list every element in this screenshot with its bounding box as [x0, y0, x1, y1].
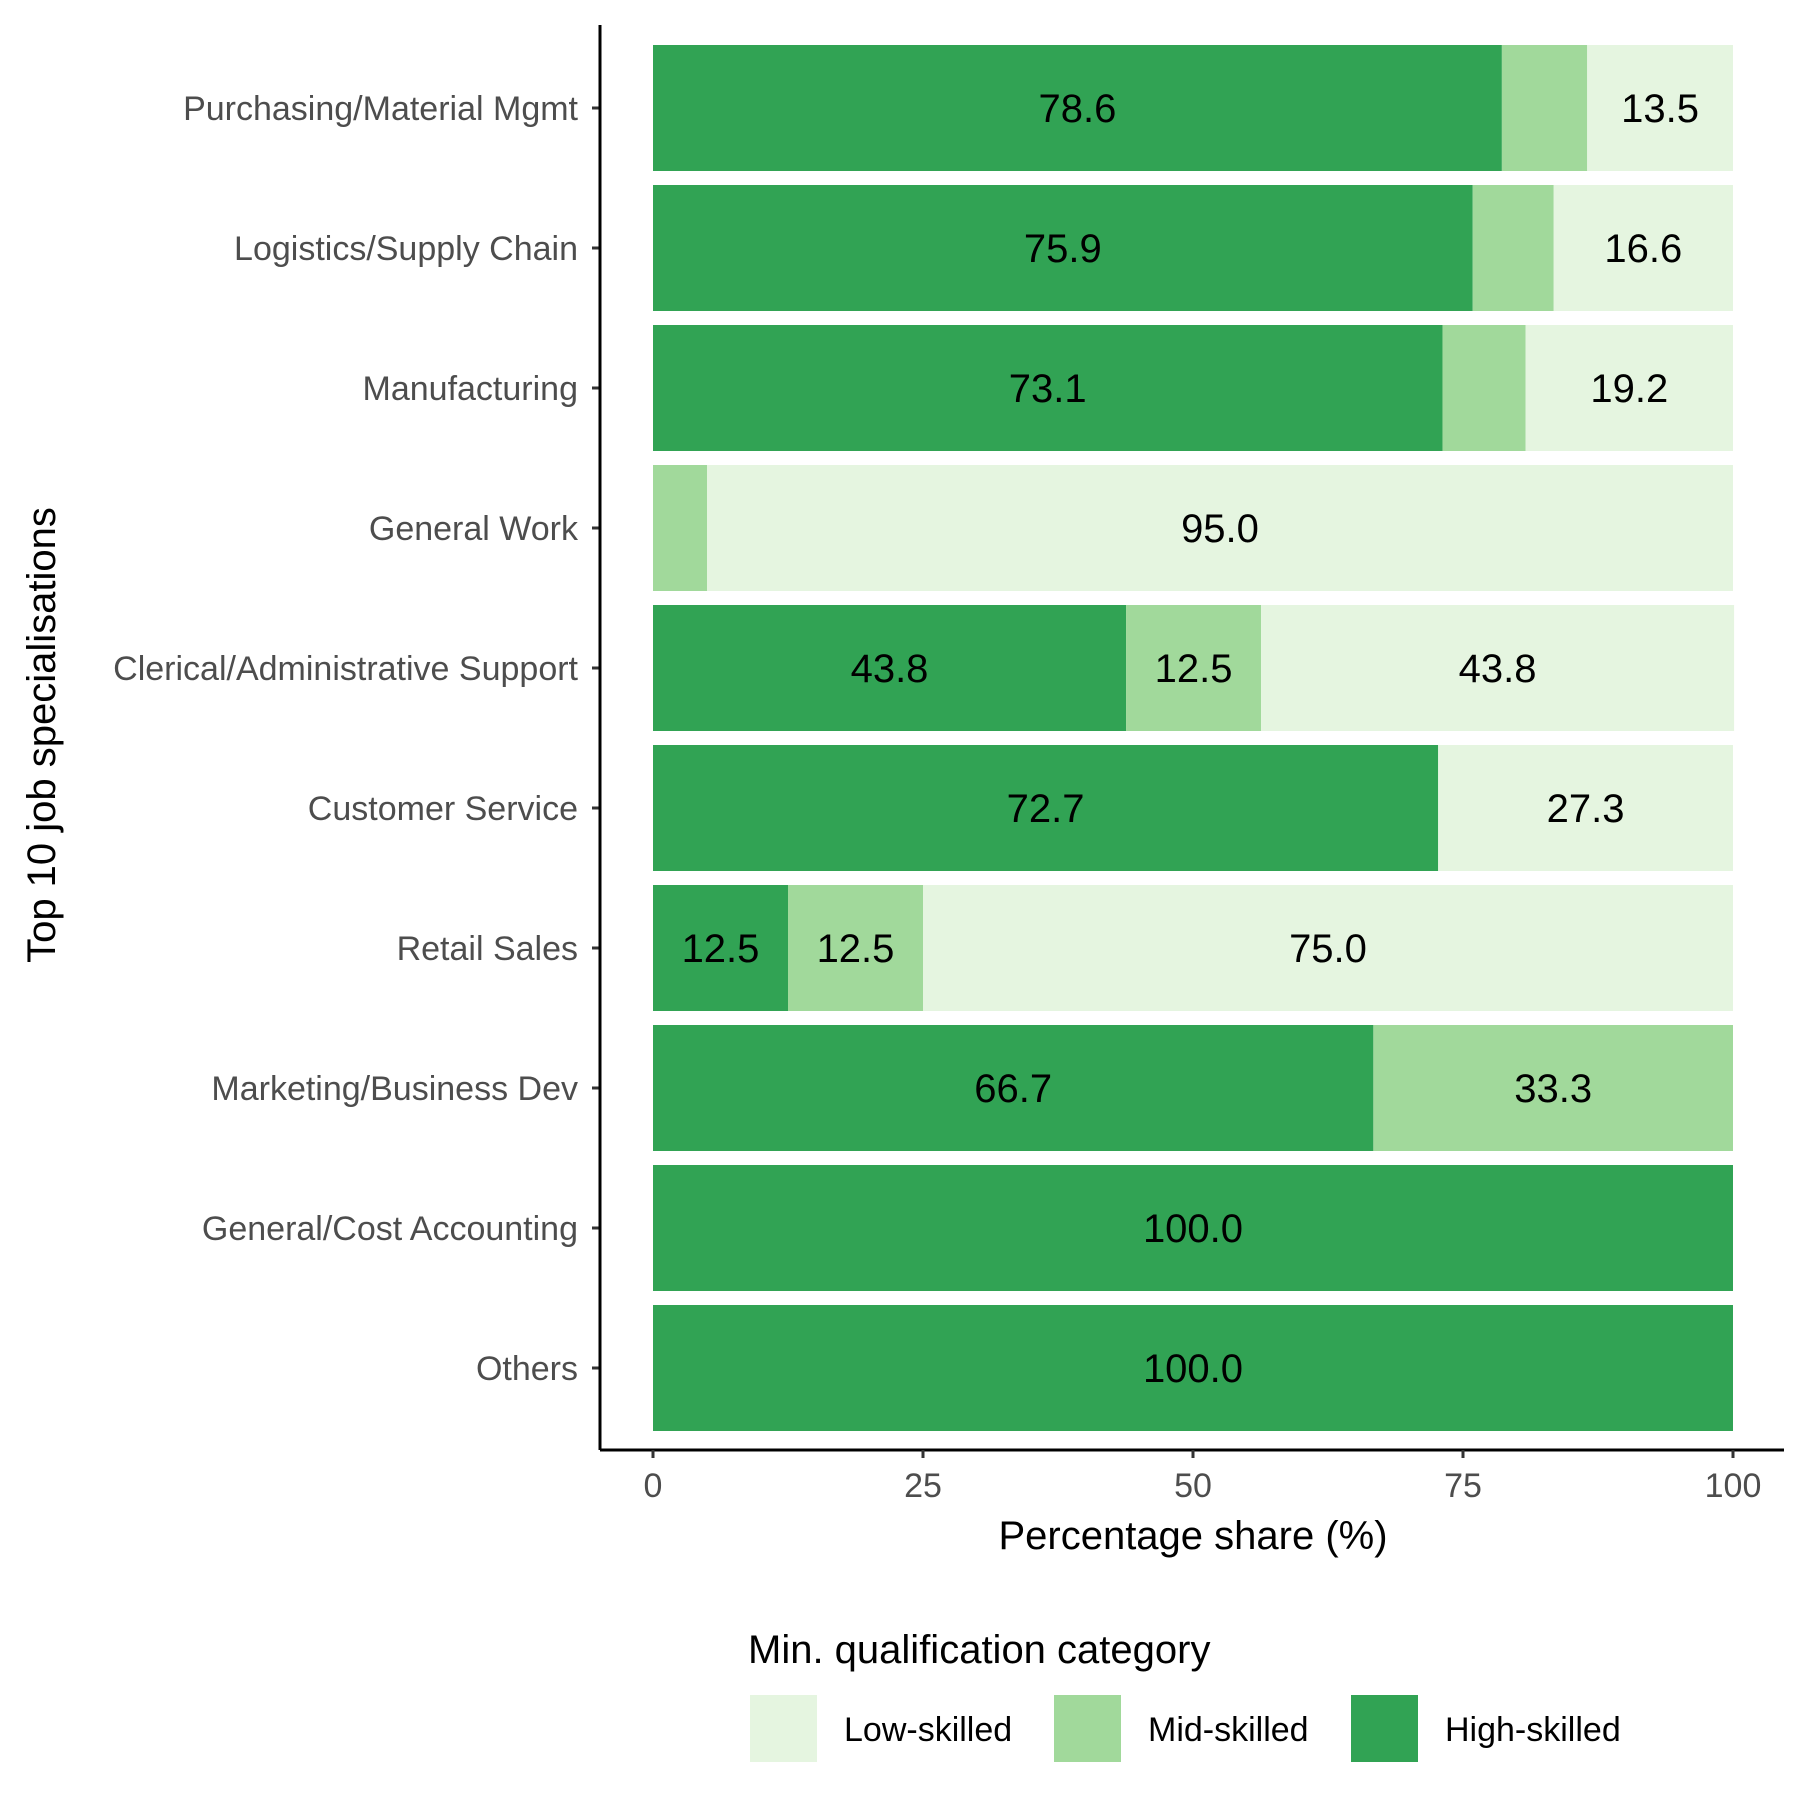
bar-label-mid-skilled-clerical-administrative-support: 12.5: [1155, 647, 1233, 691]
bar-label-mid-skilled-retail-sales: 12.5: [817, 927, 895, 971]
y-axis: Purchasing/Material Mgmt Logistics/Supply…: [113, 25, 602, 1450]
bar-label-low-skilled-manufacturing: 19.2: [1590, 367, 1668, 411]
bar-high-skilled-manufacturing: [653, 325, 1443, 451]
bar-label-high-skilled-manufacturing: 73.1: [1009, 367, 1087, 411]
bar-label-high-skilled-customer-service: 72.7: [1007, 787, 1085, 831]
legend-label-low-skilled: Low-skilled: [844, 1711, 1012, 1749]
bar-labels-layer: 78.6 13.5 75.9 16.6 73.1 19.2 95.0 43.8 12.5 43.8…: [682, 87, 1699, 1391]
bar-label-high-skilled-clerical-administrative-support: 43.8: [851, 647, 929, 691]
bar-label-low-skilled-customer-service: 27.3: [1547, 787, 1625, 831]
y-tick-label-clerical-administrative-support: Clerical/Administrative Support: [113, 650, 578, 688]
x-tick-label-100: 100: [1705, 1467, 1762, 1505]
bar-label-high-skilled-logistics-supply-chain: 75.9: [1024, 227, 1102, 271]
legend-key-mid-skilled: [1054, 1695, 1121, 1762]
bar-low-skilled-general-work: [707, 465, 1733, 591]
x-axis: 0 25 50 75 100: [600, 1448, 1784, 1505]
bar-mid-skilled-general-work: [653, 465, 707, 591]
y-tick-label-purchasing-material-mgmt: Purchasing/Material Mgmt: [183, 90, 578, 128]
x-tick-label-25: 25: [904, 1467, 942, 1505]
bar-label-low-skilled-retail-sales: 75.0: [1289, 927, 1367, 971]
legend-label-high-skilled: High-skilled: [1445, 1711, 1621, 1749]
legend-items: Low-skilled Mid-skilled High-skilled: [750, 1695, 1621, 1762]
y-tick-label-general-work: General Work: [369, 510, 579, 548]
y-tick-label-logistics-supply-chain: Logistics/Supply Chain: [234, 230, 578, 268]
bar-high-skilled-marketing-business-dev: [653, 1025, 1374, 1151]
bar-label-high-skilled-retail-sales: 12.5: [682, 927, 760, 971]
y-tick-label-marketing-business-dev: Marketing/Business Dev: [211, 1070, 578, 1108]
legend-title: Min. qualification category: [748, 1628, 1210, 1672]
bar-label-low-skilled-purchasing-material-mgmt: 13.5: [1621, 87, 1699, 131]
bar-low-skilled-manufacturing: [1525, 325, 1733, 451]
y-tick-label-general-cost-accounting: General/Cost Accounting: [202, 1210, 578, 1248]
bar-low-skilled-clerical-administrative-support: [1261, 605, 1735, 731]
bar-label-mid-skilled-marketing-business-dev: 33.3: [1514, 1067, 1592, 1111]
bar-low-skilled-purchasing-material-mgmt: [1587, 45, 1733, 171]
bar-label-high-skilled-purchasing-material-mgmt: 78.6: [1039, 87, 1117, 131]
bar-label-low-skilled-logistics-supply-chain: 16.6: [1604, 227, 1682, 271]
bar-low-skilled-retail-sales: [923, 885, 1733, 1011]
x-tick-label-0: 0: [644, 1467, 663, 1505]
legend-label-mid-skilled: Mid-skilled: [1148, 1711, 1309, 1749]
y-tick-label-customer-service: Customer Service: [308, 790, 578, 828]
bar-high-skilled-purchasing-material-mgmt: [653, 45, 1502, 171]
bar-label-low-skilled-clerical-administrative-support: 43.8: [1459, 647, 1537, 691]
bar-mid-skilled-manufacturing: [1442, 325, 1526, 451]
legend-key-low-skilled: [750, 1695, 817, 1762]
bar-mid-skilled-clerical-administrative-support: [1126, 605, 1262, 731]
bar-label-high-skilled-others: 100.0: [1143, 1347, 1243, 1391]
bar-mid-skilled-marketing-business-dev: [1373, 1025, 1733, 1151]
bar-low-skilled-customer-service: [1438, 745, 1733, 871]
x-tick-label-50: 50: [1174, 1467, 1212, 1505]
bar-mid-skilled-purchasing-material-mgmt: [1501, 45, 1588, 171]
legend-key-high-skilled: [1351, 1695, 1418, 1762]
x-tick-label-75: 75: [1444, 1467, 1482, 1505]
y-axis-title: Top 10 job specialisations: [20, 507, 64, 963]
bar-high-skilled-clerical-administrative-support: [653, 605, 1127, 731]
bar-label-high-skilled-marketing-business-dev: 66.7: [974, 1067, 1052, 1111]
bar-label-low-skilled-general-work: 95.0: [1181, 507, 1259, 551]
bar-high-skilled-customer-service: [653, 745, 1439, 871]
y-tick-label-others: Others: [476, 1350, 578, 1388]
bar-high-skilled-logistics-supply-chain: [653, 185, 1473, 311]
bar-high-skilled-retail-sales: [653, 885, 788, 1011]
x-axis-title: Percentage share (%): [998, 1514, 1387, 1558]
bars-layer: [653, 45, 1735, 1431]
bar-mid-skilled-retail-sales: [788, 885, 923, 1011]
bar-high-skilled-others: [653, 1305, 1733, 1431]
y-tick-label-manufacturing: Manufacturing: [363, 370, 578, 408]
y-tick-label-retail-sales: Retail Sales: [397, 930, 578, 968]
bar-label-high-skilled-general-cost-accounting: 100.0: [1143, 1207, 1243, 1251]
legend: Min. qualification category Low-skilled M…: [748, 1628, 1621, 1762]
bar-mid-skilled-logistics-supply-chain: [1472, 185, 1554, 311]
bar-low-skilled-logistics-supply-chain: [1553, 185, 1733, 311]
bar-high-skilled-general-cost-accounting: [653, 1165, 1733, 1291]
